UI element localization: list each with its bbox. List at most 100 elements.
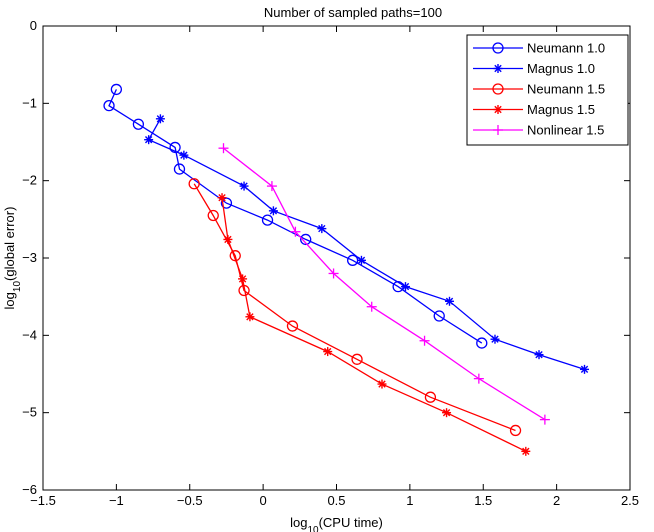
marker-star-stroke: [238, 275, 247, 283]
y-tick-label: 0: [30, 18, 37, 33]
data-point: [534, 350, 544, 360]
marker-circle: [351, 353, 363, 365]
series-magnus-1-0: [144, 114, 590, 374]
marker-circle: [433, 310, 445, 322]
y-tick-label: −5: [22, 405, 37, 420]
series-line: [147, 118, 585, 371]
data-point: [132, 118, 145, 130]
marker-star-stroke: [401, 282, 410, 291]
data-point: [110, 83, 123, 96]
series-neumann-1-0: [103, 83, 488, 349]
x-tick-label: 2: [553, 493, 560, 508]
marker-star-stroke: [180, 151, 188, 159]
data-point: [245, 312, 255, 322]
series-line: [108, 89, 483, 344]
legend-label: Magnus 1.0: [527, 61, 595, 76]
legend-label: Neumann 1.0: [527, 41, 605, 56]
data-point: [286, 320, 299, 332]
data-point: [261, 214, 274, 226]
marker-star-stroke: [269, 207, 278, 215]
legend-item: Nonlinear 1.5: [473, 123, 604, 138]
series-magnus-1-5: [217, 193, 531, 456]
x-tick-label: 0: [260, 493, 267, 508]
data-point: [424, 391, 437, 403]
data-point: [155, 114, 165, 124]
data-point: [144, 135, 154, 145]
marker-circle: [103, 100, 115, 112]
y-tick-label: −6: [22, 482, 37, 497]
data-point: [539, 414, 550, 425]
x-tick-label: 2.5: [621, 493, 639, 508]
marker-circle: [169, 141, 181, 154]
marker-star-stroke: [522, 447, 530, 456]
data-point: [366, 301, 377, 312]
marker-circle: [173, 163, 186, 175]
marker-circle: [509, 424, 522, 437]
data-point: [239, 181, 249, 191]
legend-item: Magnus 1.0: [473, 61, 595, 76]
marker-star-stroke: [324, 347, 332, 356]
y-tick-label: −2: [22, 173, 37, 188]
marker-star-stroke: [357, 256, 366, 265]
legend-marker: [492, 42, 504, 54]
x-tick-label: −0.5: [177, 493, 203, 508]
data-point: [328, 268, 339, 279]
x-tick-label: 0.5: [327, 493, 345, 508]
data-point: [476, 337, 488, 349]
data-point: [266, 181, 277, 192]
marker-star-stroke: [218, 193, 226, 202]
marker-circle: [424, 391, 437, 403]
y-tick-label: −3: [22, 250, 37, 265]
data-point: [317, 224, 327, 234]
marker-star-stroke: [494, 105, 502, 114]
marker-circle: [476, 337, 488, 349]
marker-circle: [286, 320, 299, 332]
data-point: [223, 234, 233, 244]
data-point: [351, 353, 363, 365]
x-axis-label: log10(CPU time): [290, 515, 383, 532]
marker-circle: [188, 178, 200, 190]
x-tick-label: −1.5: [30, 493, 56, 508]
x-tick-label: 1: [406, 493, 413, 508]
data-point: [300, 233, 312, 246]
data-point: [400, 282, 410, 292]
legend-item: Neumann 1.5: [473, 82, 605, 97]
data-point: [207, 209, 219, 222]
marker-star-stroke: [224, 235, 232, 244]
series-line: [223, 147, 546, 421]
legend-marker: [493, 105, 503, 114]
marker-star-stroke: [442, 408, 451, 417]
y-tick-label: −1: [22, 95, 37, 110]
data-point: [444, 296, 454, 306]
marker-star-stroke: [246, 313, 254, 321]
marker-circle: [492, 83, 504, 95]
y-axis-label: log10(global error): [2, 207, 23, 310]
legend-item: Neumann 1.0: [473, 41, 605, 56]
series-line: [193, 183, 516, 432]
data-point: [490, 334, 500, 344]
legend-label: Neumann 1.5: [527, 82, 605, 97]
x-tick-label: 1.5: [474, 493, 492, 508]
data-point: [323, 347, 333, 357]
data-point: [419, 335, 430, 346]
data-point: [521, 446, 531, 456]
legend: Neumann 1.0 Magnus 1.0 Neumann 1.5 Magnus 1…: [466, 34, 629, 146]
marker-star-stroke: [491, 335, 499, 343]
marker-star-stroke: [494, 64, 502, 73]
data-point: [188, 178, 200, 190]
marker-star-stroke: [144, 135, 153, 144]
marker-star-stroke: [445, 297, 454, 305]
legend-box: [466, 34, 629, 146]
data-point: [268, 206, 278, 216]
marker-circle: [300, 233, 312, 246]
data-point: [580, 364, 590, 374]
legend-label: Nonlinear 1.5: [527, 123, 604, 138]
data-point: [169, 141, 181, 154]
marker-circle: [207, 209, 219, 222]
series-nonlinear-1-5: [218, 143, 550, 425]
marker-star-stroke: [318, 224, 326, 233]
series-line: [221, 197, 527, 452]
data-point: [377, 379, 387, 389]
marker-circle: [110, 83, 123, 96]
